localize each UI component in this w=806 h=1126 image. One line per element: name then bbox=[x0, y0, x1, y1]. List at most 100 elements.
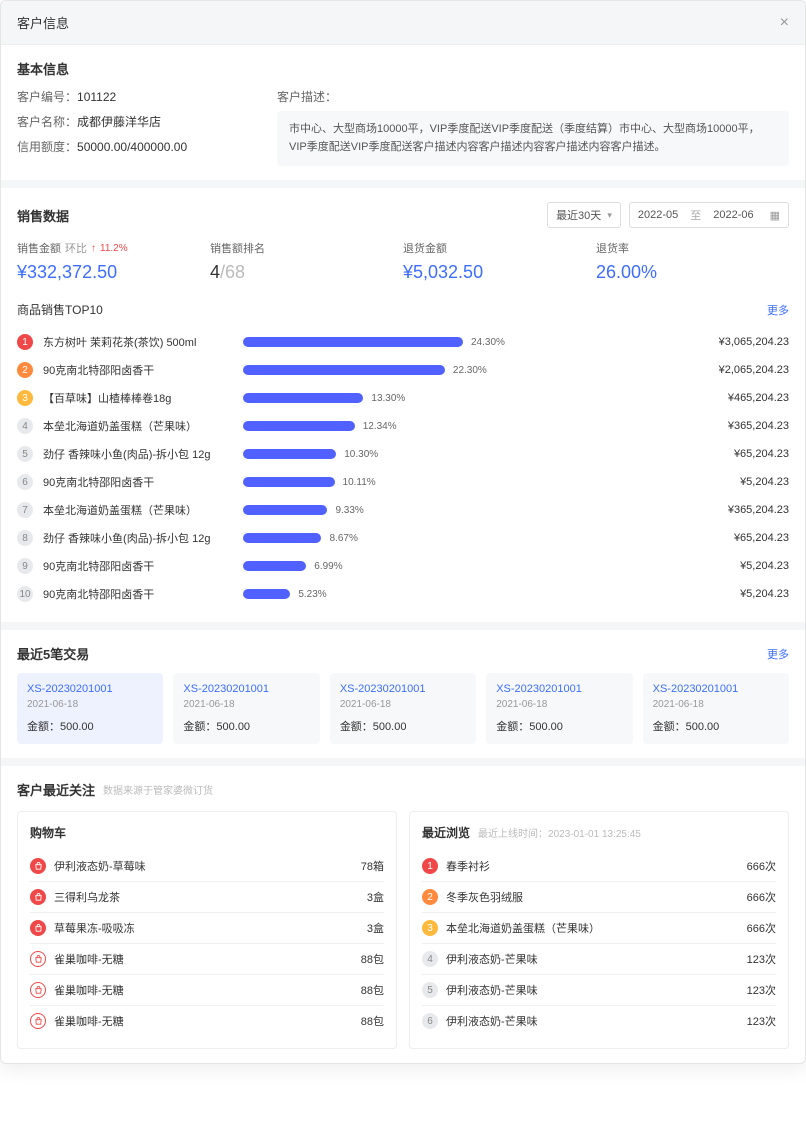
tx-id: XS-20230201001 bbox=[653, 683, 779, 695]
product-name: 本垒北海道奶盖蛋糕（芒果味） bbox=[43, 502, 233, 518]
tx-title: 最近5笔交易 bbox=[17, 644, 89, 663]
browse-sub-label: 最近上线时间： bbox=[478, 829, 548, 840]
item-name: 冬季灰色羽绒服 bbox=[446, 889, 739, 905]
top10-row: 290克南北特邵阳卤香干22.30%¥2,065,204.23 bbox=[17, 356, 789, 384]
bar bbox=[243, 337, 463, 347]
tx-card[interactable]: XS-202302010012021-06-18金额：500.00 bbox=[17, 673, 163, 744]
customer-info-modal: 客户信息 × 基本信息 客户编号：101122 客户名称：成都伊藤洋华店 信用额… bbox=[0, 0, 806, 1064]
date-range-picker[interactable]: 2022-05 至 2022-06 ▦ bbox=[629, 202, 789, 228]
attention-section: 客户最近关注 数据来源于管家婆微订货 购物车 伊利液态奶-草莓味78箱三得利乌龙… bbox=[1, 766, 805, 1063]
item-name: 伊利液态奶-芒果味 bbox=[446, 951, 739, 967]
amount: ¥465,204.23 bbox=[553, 392, 789, 404]
tx-date: 2021-06-18 bbox=[183, 699, 309, 710]
metric-return-rate: 退货率 26.00% bbox=[596, 240, 789, 283]
rank-badge: 1 bbox=[17, 334, 33, 350]
amount: ¥65,204.23 bbox=[553, 532, 789, 544]
tx-date: 2021-06-18 bbox=[340, 699, 466, 710]
rank-badge: 10 bbox=[17, 586, 33, 602]
item-qty: 3盒 bbox=[367, 889, 384, 905]
bar-area: 24.30% bbox=[243, 337, 543, 348]
tx-date: 2021-06-18 bbox=[27, 699, 153, 710]
cart-item: 草莓果冻-吸吸冻 3盒 bbox=[30, 912, 384, 943]
item-name: 草莓果冻-吸吸冻 bbox=[54, 920, 359, 936]
bag-icon bbox=[30, 951, 46, 967]
item-qty: 3盒 bbox=[367, 920, 384, 936]
amount: ¥365,204.23 bbox=[553, 504, 789, 516]
rank-total: /68 bbox=[220, 262, 245, 282]
product-name: 【百草味】山楂棒棒卷18g bbox=[43, 390, 233, 406]
pct-label: 8.67% bbox=[329, 533, 357, 544]
rank-badge: 7 bbox=[17, 502, 33, 518]
browse-item: 2冬季灰色羽绒服666次 bbox=[422, 881, 776, 912]
item-name: 伊利液态奶-草莓味 bbox=[54, 858, 353, 874]
sales-title: 销售数据 bbox=[17, 206, 69, 225]
top10-row: 4本垒北海道奶盖蛋糕（芒果味）12.34%¥365,204.23 bbox=[17, 412, 789, 440]
rank-badge: 4 bbox=[422, 951, 438, 967]
bar bbox=[243, 365, 445, 375]
pct-label: 24.30% bbox=[471, 337, 505, 348]
browse-card: 最近浏览 最近上线时间：2023-01-01 13:25:45 1春季衬衫666… bbox=[409, 811, 789, 1049]
product-name: 90克南北特邵阳卤香干 bbox=[43, 474, 233, 490]
amount: ¥2,065,204.23 bbox=[553, 364, 789, 376]
period-select[interactable]: 最近30天 ▾ bbox=[547, 202, 621, 228]
tx-card[interactable]: XS-202302010012021-06-18金额：500.00 bbox=[330, 673, 476, 744]
rank-badge: 5 bbox=[17, 446, 33, 462]
pct-label: 5.23% bbox=[298, 589, 326, 600]
tx-amount: 金额：500.00 bbox=[653, 718, 779, 734]
rank-label: 销售额排名 bbox=[210, 240, 265, 256]
browse-item: 4 伊利液态奶-芒果味 123次 bbox=[422, 943, 776, 974]
date-sep: 至 bbox=[690, 207, 701, 223]
chevron-down-icon: ▾ bbox=[607, 210, 612, 221]
tx-id: XS-20230201001 bbox=[496, 683, 622, 695]
return-rate-label: 退货率 bbox=[596, 240, 629, 256]
divider bbox=[1, 180, 805, 188]
top10-row: 8劲仔 香辣味小鱼(肉品)-拆小包 12g8.67%¥65,204.23 bbox=[17, 524, 789, 552]
top10-list: 1东方树叶 茉莉花茶(茶饮) 500ml24.30%¥3,065,204.232… bbox=[17, 328, 789, 608]
tx-card[interactable]: XS-202302010012021-06-18金额：500.00 bbox=[643, 673, 789, 744]
tx-card[interactable]: XS-202302010012021-06-18金额：500.00 bbox=[486, 673, 632, 744]
bar bbox=[243, 393, 363, 403]
metric-return-amt: 退货金额 ¥5,032.50 bbox=[403, 240, 596, 283]
trend-value: 11.2% bbox=[100, 243, 128, 254]
product-name: 90克南北特邵阳卤香干 bbox=[43, 586, 233, 602]
rank-badge: 5 bbox=[422, 982, 438, 998]
close-icon[interactable]: × bbox=[780, 14, 789, 32]
bag-icon bbox=[30, 982, 46, 998]
tx-cards: XS-202302010012021-06-18金额：500.00XS-2023… bbox=[17, 673, 789, 744]
modal-header: 客户信息 × bbox=[1, 1, 805, 45]
bar-area: 6.99% bbox=[243, 561, 543, 572]
top10-more-link[interactable]: 更多 bbox=[767, 302, 789, 318]
item-name: 伊利液态奶-芒果味 bbox=[446, 982, 739, 998]
tx-amount: 金额：500.00 bbox=[496, 718, 622, 734]
transactions-section: 最近5笔交易 更多 XS-202302010012021-06-18金额：500… bbox=[1, 630, 805, 758]
bar-area: 22.30% bbox=[243, 365, 543, 376]
date-from: 2022-05 bbox=[638, 209, 678, 221]
cart-item: 雀巢咖啡-无糖88包 bbox=[30, 1005, 384, 1036]
item-qty: 123次 bbox=[747, 951, 776, 967]
return-amt-label: 退货金额 bbox=[403, 240, 447, 256]
amount: ¥5,204.23 bbox=[553, 560, 789, 572]
tx-card[interactable]: XS-202302010012021-06-18金额：500.00 bbox=[173, 673, 319, 744]
top10-row: 1东方树叶 茉莉花茶(茶饮) 500ml24.30%¥3,065,204.23 bbox=[17, 328, 789, 356]
top10-row: 990克南北特邵阳卤香干6.99%¥5,204.23 bbox=[17, 552, 789, 580]
browse-title: 最近浏览 bbox=[422, 824, 470, 841]
amount-value: ¥332,372.50 bbox=[17, 262, 210, 283]
tx-more-link[interactable]: 更多 bbox=[767, 646, 789, 662]
bar-area: 5.23% bbox=[243, 589, 543, 600]
browse-item: 1春季衬衫666次 bbox=[422, 851, 776, 881]
item-name: 雀巢咖啡-无糖 bbox=[54, 951, 353, 967]
tx-amount: 金额：500.00 bbox=[340, 718, 466, 734]
rank-badge: 3 bbox=[17, 390, 33, 406]
bar-area: 13.30% bbox=[243, 393, 543, 404]
product-name: 劲仔 香辣味小鱼(肉品)-拆小包 12g bbox=[43, 446, 233, 462]
item-name: 三得利乌龙茶 bbox=[54, 889, 359, 905]
bar bbox=[243, 533, 321, 543]
tx-amount: 金额：500.00 bbox=[183, 718, 309, 734]
tx-amount: 金额：500.00 bbox=[27, 718, 153, 734]
customer-name-link[interactable]: 成都伊藤洋华店 bbox=[77, 115, 161, 129]
browse-sub-value: 2023-01-01 13:25:45 bbox=[548, 829, 641, 840]
product-name: 东方树叶 茉莉花茶(茶饮) 500ml bbox=[43, 334, 233, 350]
item-qty: 88包 bbox=[361, 982, 384, 998]
pct-label: 10.11% bbox=[343, 477, 376, 488]
cart-list: 伊利液态奶-草莓味78箱三得利乌龙茶3盒草莓果冻-吸吸冻3盒雀巢咖啡-无糖88包… bbox=[30, 851, 384, 1036]
